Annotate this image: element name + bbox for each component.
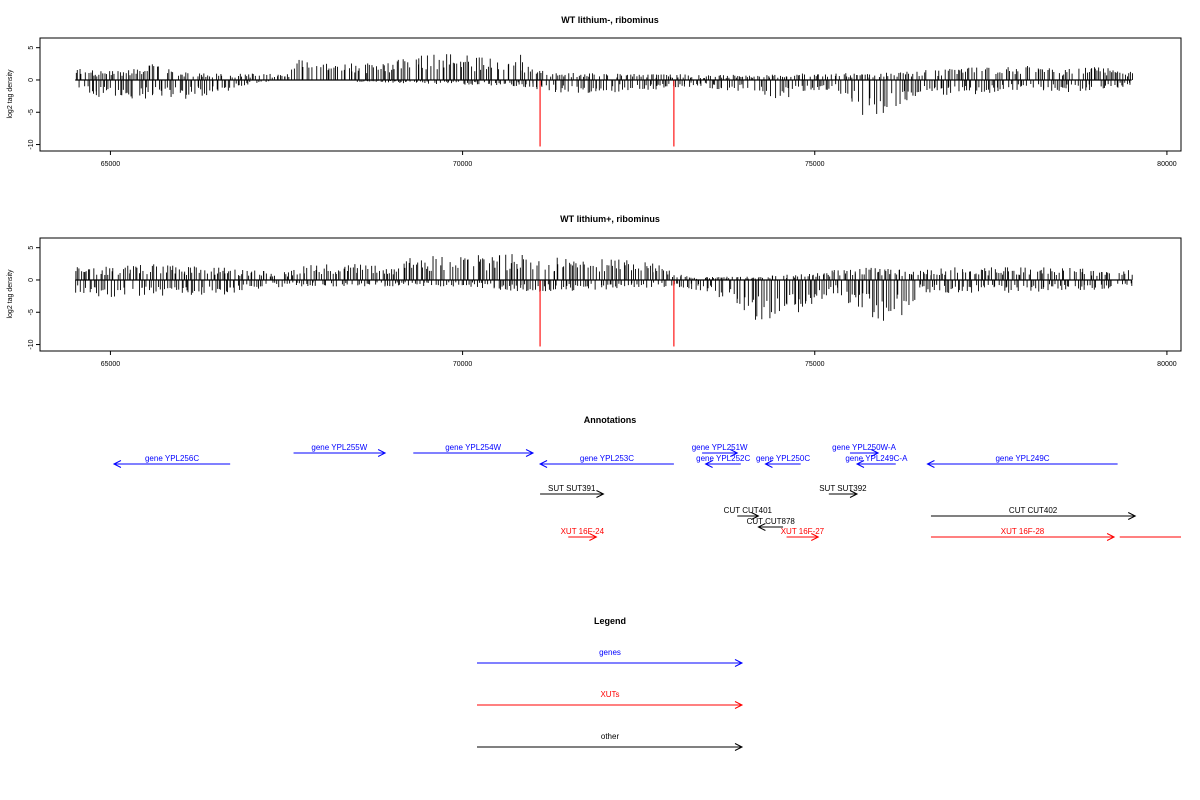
y-tick-label: -5 xyxy=(28,309,35,315)
x-tick-label: 70000 xyxy=(453,161,473,168)
annotation-feature: SUT SUT391 xyxy=(540,484,605,498)
y-tick-label: -10 xyxy=(28,139,35,149)
annotation-label: XUT 16F-24 xyxy=(561,527,605,536)
annotation-feature: gene YPL249C xyxy=(926,454,1118,468)
annotation-label: gene YPL256C xyxy=(145,454,199,463)
legend-item-genes: genes xyxy=(477,648,744,667)
annotation-features: gene YPL256C gene YPL255W gene YPL254W gene… xyxy=(112,443,1181,541)
density-bars xyxy=(75,254,1133,321)
x-tick-label: 75000 xyxy=(805,161,825,168)
annotation-label: gene YPL249C-A xyxy=(845,454,908,463)
annotation-feature: gene YPL255W xyxy=(293,443,387,457)
annotation-feature: gene YPL254W xyxy=(413,443,535,457)
cut-lines xyxy=(539,279,675,347)
y-axis: 5 0 -5 -10 xyxy=(28,246,40,350)
annotation-feature: gene YPL251W xyxy=(692,443,748,457)
annotation-label: SUT SUT392 xyxy=(819,484,867,493)
legend-item-xuts: XUTs xyxy=(477,690,744,709)
legend: Legend genes XUTs other xyxy=(477,616,744,751)
annotation-label: gene YPL251W xyxy=(692,443,748,452)
x-tick-label: 65000 xyxy=(101,361,121,368)
cut-lines xyxy=(539,79,675,147)
annotation-label: gene YPL252C xyxy=(696,454,750,463)
annotation-feature: XUT 16F-24 xyxy=(561,527,605,541)
annotation-feature: gene YPL250C xyxy=(756,454,810,468)
plot-title: WT lithium+, ribominus xyxy=(560,214,660,224)
y-axis: 5 0 -5 -10 xyxy=(28,46,40,150)
annotation-feature: XUT 16F-27 xyxy=(781,527,825,541)
annotation-label: XUT 16F-27 xyxy=(781,527,825,536)
legend-item-other: other xyxy=(477,732,744,751)
y-tick-label: 0 xyxy=(28,78,35,82)
y-tick-label: -5 xyxy=(28,109,35,115)
density-plot-lithium-plus: WT lithium+, ribominus 65000 70000 75000 80… xyxy=(7,214,1182,368)
annotation-feature: CUT CUT878 xyxy=(747,517,796,531)
y-axis-label: log2 tag density xyxy=(7,269,14,319)
annotation-label: XUT 16F-28 xyxy=(1001,527,1045,536)
annotation-label: gene YPL253C xyxy=(580,454,634,463)
annotation-feature: gene YPL249C-A xyxy=(845,454,908,468)
annotation-label: gene YPL254W xyxy=(445,443,501,452)
annotation-feature: CUT CUT401 xyxy=(724,506,773,520)
x-tick-label: 70000 xyxy=(453,361,473,368)
legend-title: Legend xyxy=(594,616,626,626)
legend-label: XUTs xyxy=(600,690,619,699)
annotation-label: CUT CUT401 xyxy=(724,506,773,515)
annotation-feature: gene YPL256C xyxy=(112,454,231,468)
annotation-label: gene YPL250W-A xyxy=(832,443,896,452)
annotation-label: gene YPL255W xyxy=(311,443,367,452)
annotation-feature: gene YPL253C xyxy=(538,454,674,468)
annotation-label: CUT CUT878 xyxy=(747,517,796,526)
y-axis-label: log2 tag density xyxy=(7,69,14,119)
x-tick-label: 65000 xyxy=(101,161,121,168)
annotation-label: gene YPL250C xyxy=(756,454,810,463)
annotation-label: CUT CUT402 xyxy=(1009,506,1058,515)
annotation-feature: CUT CUT402 xyxy=(930,506,1137,520)
legend-label: genes xyxy=(599,648,621,657)
x-axis: 65000 70000 75000 80000 xyxy=(101,151,1177,168)
annotations-title: Annotations xyxy=(584,415,637,425)
plot-title: WT lithium-, ribominus xyxy=(561,15,659,25)
x-tick-label: 75000 xyxy=(805,361,825,368)
y-tick-label: -10 xyxy=(28,339,35,349)
density-plot-lithium-minus: WT lithium-, ribominus 65000 70000 75000 80… xyxy=(7,15,1182,168)
x-tick-label: 80000 xyxy=(1157,361,1177,368)
annotation-feature: XUT 16F-28 xyxy=(930,527,1116,541)
legend-items: genes XUTs other xyxy=(477,648,744,751)
x-axis: 65000 70000 75000 80000 xyxy=(101,351,1177,368)
y-tick-label: 0 xyxy=(28,278,35,282)
plot-frame xyxy=(39,237,1182,352)
annotation-feature: SUT SUT392 xyxy=(819,484,867,498)
annotation-feature: gene YPL252C xyxy=(696,454,750,468)
annotation-feature: gene YPL250W-A xyxy=(832,443,897,457)
y-tick-label: 5 xyxy=(28,246,35,250)
legend-label: other xyxy=(601,732,620,741)
density-bars xyxy=(75,54,1133,115)
annotation-label: SUT SUT391 xyxy=(548,484,596,493)
x-tick-label: 80000 xyxy=(1157,161,1177,168)
y-tick-label: 5 xyxy=(28,46,35,50)
plot-frame xyxy=(39,37,1182,152)
annotation-label: gene YPL249C xyxy=(995,454,1049,463)
